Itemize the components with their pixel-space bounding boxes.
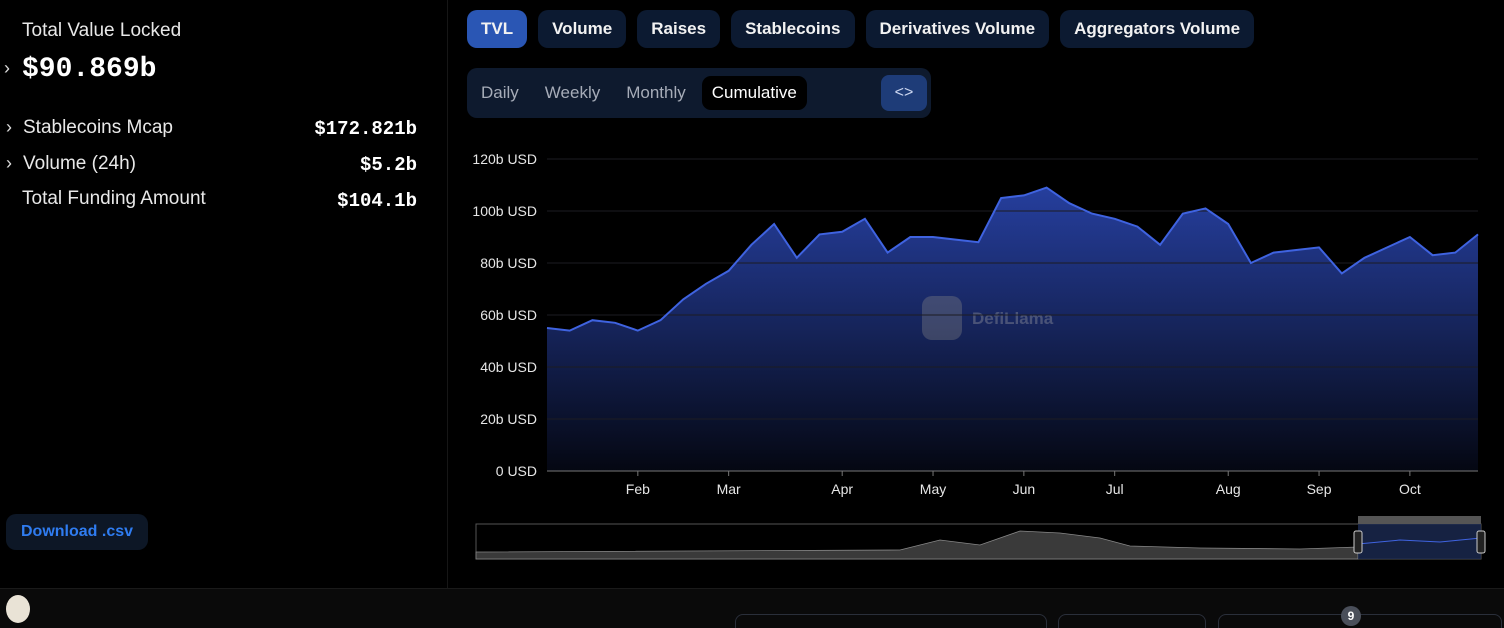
x-tick-label: Jul bbox=[1106, 481, 1124, 497]
tab-bar: TVL Volume Raises Stablecoins Derivatives Vo… bbox=[467, 10, 1255, 48]
minimap-handle[interactable] bbox=[1353, 530, 1363, 554]
stat-label: Total Funding Amount bbox=[22, 188, 206, 209]
x-tick-label: Apr bbox=[831, 481, 853, 497]
minimap-line bbox=[1357, 537, 1482, 545]
y-tick-label: 100b USD bbox=[472, 203, 537, 219]
x-tick-label: Oct bbox=[1399, 481, 1421, 497]
bottom-bar bbox=[0, 588, 1504, 628]
chevron[interactable]: › bbox=[6, 117, 12, 137]
y-tick-label: 40b USD bbox=[480, 359, 537, 375]
control-box[interactable] bbox=[735, 614, 1047, 628]
chevron[interactable]: › bbox=[6, 153, 12, 173]
embed-button[interactable]: <> bbox=[881, 75, 927, 111]
area bbox=[547, 187, 1478, 471]
sidebar: Total Value Locked › $90.869b › Stableco… bbox=[0, 0, 448, 588]
y-tick-label: 20b USD bbox=[480, 411, 537, 427]
minimap-handle[interactable] bbox=[1476, 530, 1486, 554]
tab[interactable]: Raises bbox=[637, 10, 721, 48]
tab[interactable]: Volume bbox=[538, 10, 627, 48]
period-button[interactable]: Daily bbox=[481, 83, 519, 102]
x-tick-label: Aug bbox=[1216, 481, 1241, 497]
llama-icon bbox=[6, 595, 30, 623]
y-tick-label: 80b USD bbox=[480, 255, 537, 271]
line bbox=[546, 186, 1479, 332]
badge: 9 bbox=[1341, 606, 1361, 626]
control-box[interactable] bbox=[1058, 614, 1206, 628]
minimap-bar[interactable] bbox=[1358, 516, 1481, 524]
x-tick-label: May bbox=[920, 481, 946, 497]
chevron[interactable]: › bbox=[4, 58, 10, 78]
period-button[interactable]: Cumulative bbox=[701, 76, 807, 110]
download-button[interactable]: Download .csv bbox=[6, 514, 148, 550]
minimap-area bbox=[475, 530, 1359, 560]
tvl-label: Total Value Locked bbox=[22, 20, 182, 41]
period-button[interactable]: Weekly bbox=[544, 83, 601, 102]
tab[interactable]: Stablecoins bbox=[731, 10, 855, 48]
tab[interactable]: Derivatives Volume bbox=[865, 10, 1050, 48]
stat-value: $104.1b bbox=[337, 190, 417, 212]
stat-value: $5.2b bbox=[359, 154, 417, 176]
stat-label[interactable]: Stablecoins Mcap bbox=[23, 117, 173, 138]
period-group: Daily Weekly Monthly Cumulative bbox=[467, 68, 931, 118]
y-tick-label: 120b USD bbox=[472, 151, 537, 167]
watermark: DefiLlama bbox=[922, 296, 1054, 340]
stat-value: $172.821b bbox=[314, 118, 417, 140]
minimap bbox=[475, 516, 1486, 560]
tab[interactable]: Aggregators Volume bbox=[1060, 10, 1255, 48]
period-button[interactable]: Monthly bbox=[626, 83, 686, 102]
y-tick-label: 60b USD bbox=[480, 307, 537, 323]
x-tick-label: Mar bbox=[717, 481, 741, 497]
y-tick-label: 0 USD bbox=[496, 463, 537, 479]
x-tick-label: Feb bbox=[626, 481, 650, 497]
stat-label[interactable]: Volume (24h) bbox=[23, 153, 137, 174]
tab[interactable]: TVL bbox=[467, 10, 528, 48]
watermark-text: DefiLlama bbox=[972, 309, 1054, 328]
tvl-value: $90.869b bbox=[22, 54, 157, 85]
watermark-logo bbox=[922, 296, 962, 340]
minimap-selection[interactable] bbox=[1358, 524, 1481, 559]
x-tick-label: Sep bbox=[1307, 481, 1332, 497]
x-tick-label: Jun bbox=[1013, 481, 1036, 497]
chart: DefiLlama 0 USD 20b USD 40b USD 60b USD 80b … bbox=[472, 151, 1486, 560]
